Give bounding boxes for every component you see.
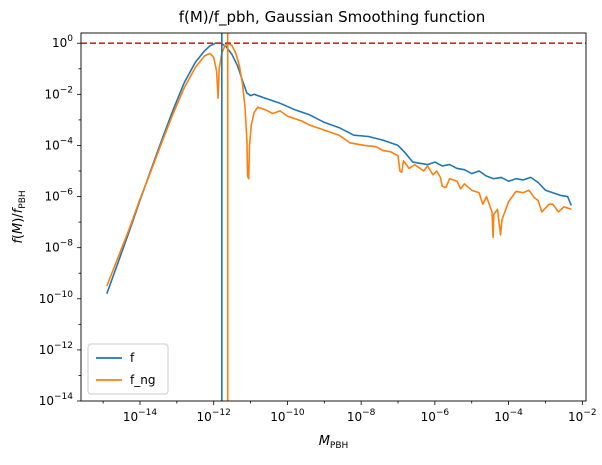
- x-tick-label: 10−12: [197, 408, 231, 424]
- y-tick-label: 10−4: [44, 136, 73, 152]
- series-line-f_ng: [106, 42, 572, 287]
- chart-title: f(M)/f_pbh, Gaussian Smoothing function: [179, 8, 486, 27]
- legend-box: [87, 343, 169, 395]
- y-tick-label: 10−10: [39, 290, 74, 306]
- x-tick-label: 10−2: [568, 408, 597, 424]
- y-tick-label: 10−14: [39, 392, 74, 408]
- x-tick-label: 10−10: [270, 408, 305, 424]
- y-tick-label: 10−6: [44, 188, 73, 204]
- legend-label-f_ng: f_ng: [130, 373, 155, 387]
- y-tick-label: 100: [52, 34, 73, 50]
- axes: 10−14 10−12 10−10 10−8 10−6 10−4 10−2 100 10−2 10…: [11, 32, 597, 451]
- y-tick-label: 10−8: [44, 239, 73, 255]
- x-tick-label: 10−14: [123, 408, 158, 424]
- x-axis-label: MPBH: [319, 434, 349, 451]
- x-tick-label: 10−4: [494, 408, 523, 424]
- plot-area: [81, 33, 586, 401]
- y-tick-label: 10−12: [39, 341, 73, 357]
- x-tick-label: 10−8: [347, 408, 376, 424]
- plot-clipped-group: [81, 33, 586, 401]
- legend: f f_ng: [87, 343, 169, 395]
- x-tick-label: 10−6: [421, 408, 450, 424]
- series-line-f: [106, 42, 573, 294]
- y-tick-label: 10−2: [44, 85, 73, 101]
- axes-frame: [80, 32, 587, 402]
- legend-label-f: f: [130, 351, 135, 365]
- y-axis-label: f(M)/fPBH: [11, 190, 28, 243]
